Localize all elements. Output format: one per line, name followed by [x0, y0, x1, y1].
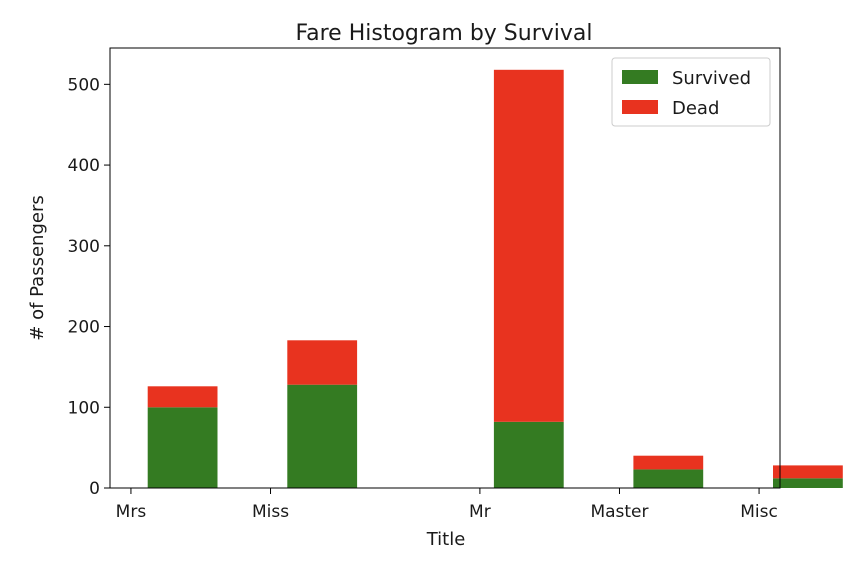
legend-swatch-survived: [622, 70, 658, 84]
plot-frame: [109, 47, 781, 489]
bar-master-survived: [633, 469, 704, 488]
x-tick-label: Miss: [252, 502, 289, 522]
legend-swatch-dead: [622, 100, 658, 114]
bar-misc-dead: [773, 465, 843, 479]
y-tick-label: 100: [68, 398, 100, 418]
x-tick-label: Master: [590, 502, 648, 522]
chart-title: Fare Histogram by Survival: [296, 21, 593, 46]
y-tick-label: 500: [68, 75, 100, 95]
legend: Survived Dead: [611, 57, 771, 127]
x-tick-label: Misc: [740, 502, 778, 522]
bar-master-dead: [633, 455, 704, 470]
x-tick-label: Mrs: [116, 502, 147, 522]
y-tick-label: 400: [68, 156, 100, 176]
y-tick-label: 300: [68, 237, 100, 257]
bar-mr-survived: [493, 421, 564, 488]
bar-misc-survived: [773, 478, 843, 488]
x-axis: Mrs Miss Mr Master Misc: [116, 488, 778, 522]
bar-miss-survived: [287, 384, 358, 488]
bar-miss-dead: [287, 340, 358, 385]
x-axis-label: Title: [426, 529, 466, 550]
bar-mr-dead: [493, 69, 564, 422]
bar-mrs-dead: [147, 386, 218, 408]
bars-layer: [147, 69, 843, 488]
x-tick-label: Mr: [469, 502, 491, 522]
y-axis-label: # of Passengers: [27, 195, 48, 340]
legend-label-survived: Survived: [672, 68, 751, 89]
legend-label-dead: Dead: [672, 98, 719, 119]
y-axis: 0 100 200 300 400 500: [68, 75, 110, 499]
y-tick-label: 0: [89, 479, 100, 499]
bar-mrs-survived: [147, 407, 218, 488]
y-tick-label: 200: [68, 318, 100, 338]
